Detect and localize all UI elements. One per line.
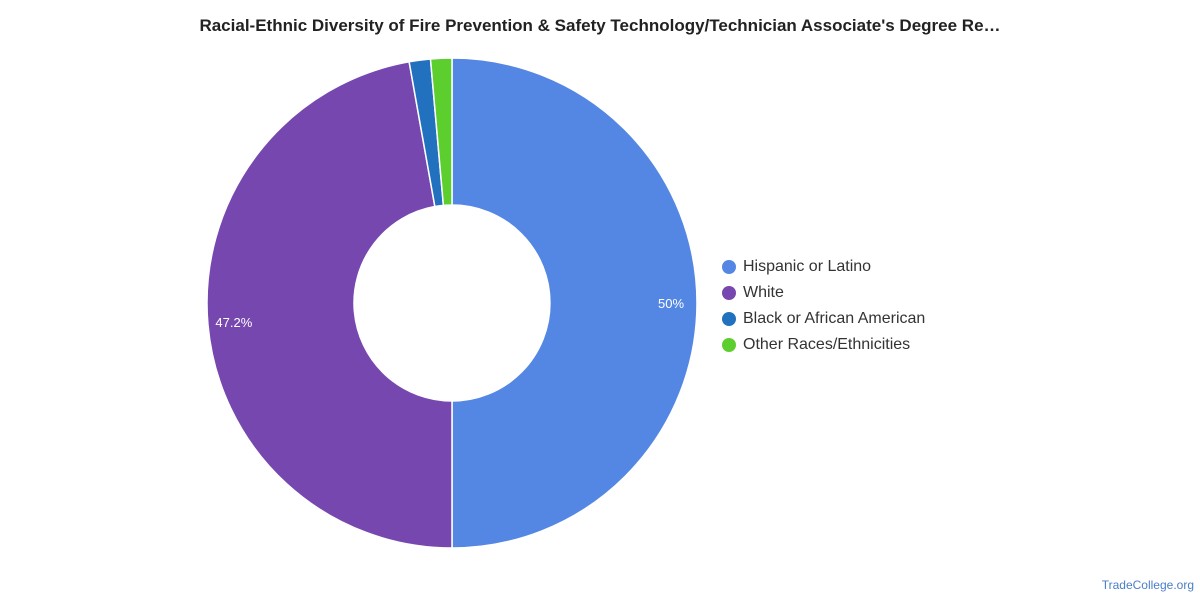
source-credit[interactable]: TradeCollege.org: [1101, 578, 1194, 592]
legend-label: Black or African American: [743, 310, 926, 327]
legend-label: Hispanic or Latino: [743, 258, 872, 275]
legend-item-other[interactable]: Other Races/Ethnicities: [722, 332, 925, 358]
data-label-hispanic: 50%: [658, 296, 684, 311]
slice-other[interactable]: [429, 57, 453, 207]
legend-label: Other Races/Ethnicities: [743, 336, 911, 353]
legend-label: White: [743, 284, 784, 301]
slice-white[interactable]: [206, 60, 453, 549]
legend-item-black[interactable]: Black or African American: [722, 306, 925, 332]
slice-hispanic[interactable]: [451, 57, 698, 549]
legend-swatch: [722, 286, 736, 300]
chart-title: Racial-Ethnic Diversity of Fire Preventi…: [199, 16, 1001, 35]
legend-item-white[interactable]: White: [722, 280, 925, 306]
legend-swatch: [722, 338, 736, 352]
data-label-white: 47.2%: [215, 315, 252, 330]
legend: Hispanic or Latino White Black or Africa…: [722, 254, 925, 358]
legend-swatch: [722, 260, 736, 274]
legend-swatch: [722, 312, 736, 326]
legend-item-hispanic[interactable]: Hispanic or Latino: [722, 254, 925, 280]
